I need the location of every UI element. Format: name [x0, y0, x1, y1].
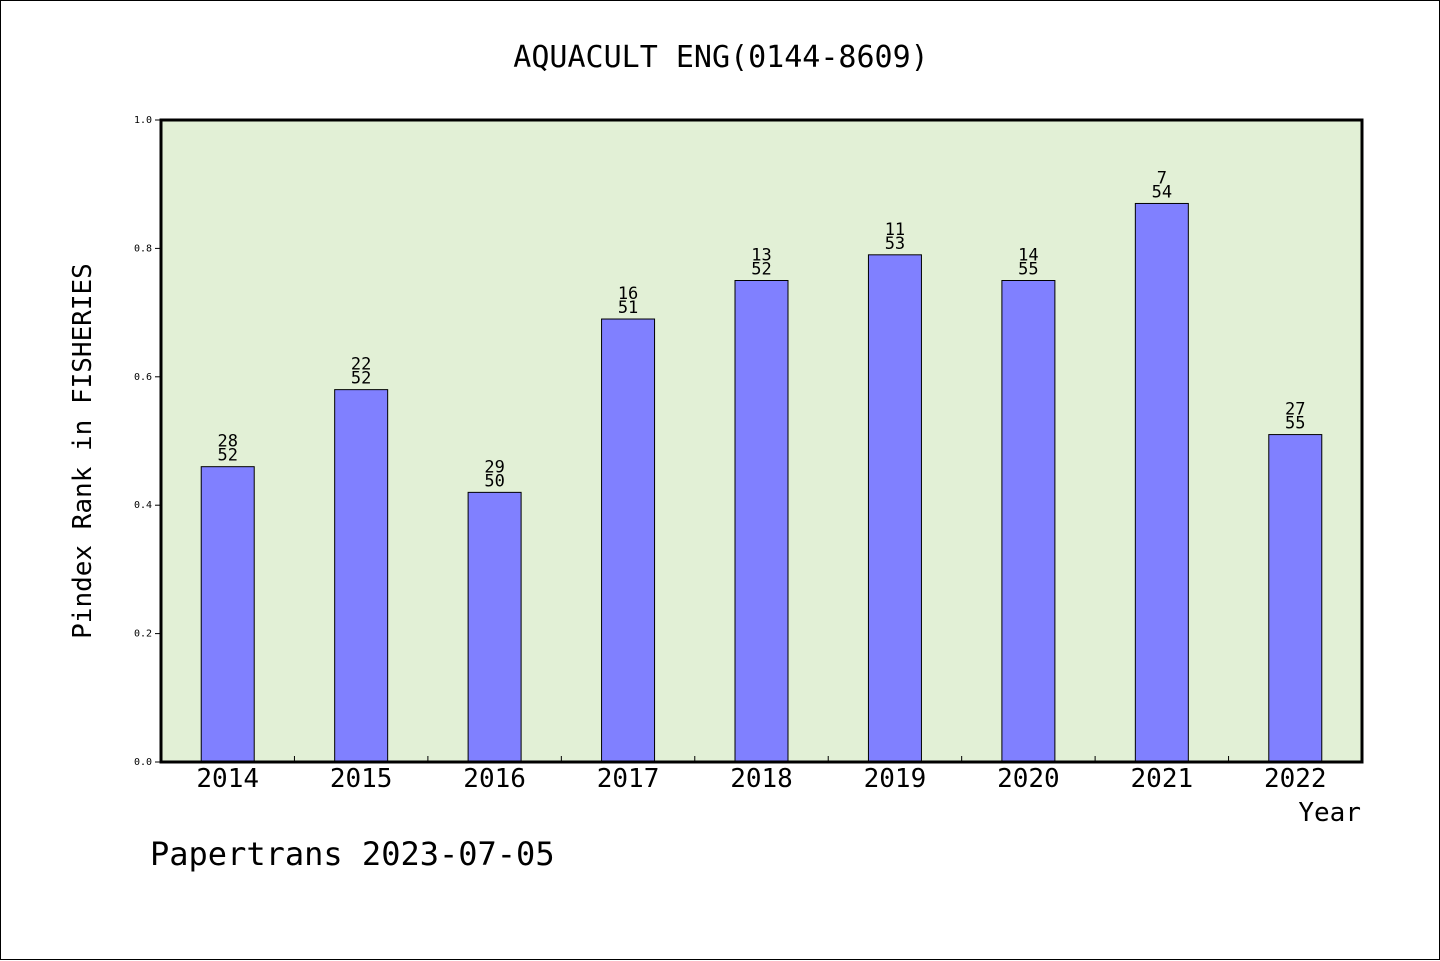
x-tick-label: 2014	[196, 764, 259, 794]
y-tick-label: 0.4	[134, 500, 152, 511]
bar-2015	[334, 389, 389, 763]
y-axis-ticks: 0.0 0.2 0.4 0.6 0.8 1.0	[134, 115, 161, 768]
x-tick-label: 2018	[730, 764, 793, 794]
y-tick-label: 0.6	[134, 372, 152, 383]
plot-border	[159, 118, 1364, 764]
y-tick-label: 0.2	[134, 629, 152, 640]
x-tick-label: 2016	[463, 764, 526, 794]
bar-rank-label: 27	[1285, 400, 1305, 420]
bar-total-label: 52	[351, 369, 371, 389]
x-tick-label: 2020	[997, 764, 1060, 794]
bar-total-label: 52	[751, 260, 771, 280]
x-axis-label: Year	[1298, 798, 1361, 828]
y-tick-label: 1.0	[134, 115, 152, 126]
bar-2017	[601, 318, 656, 763]
bar-rank-label: 29	[484, 457, 504, 477]
x-tick-label: 2015	[330, 764, 393, 794]
bar-rank-label: 13	[751, 246, 771, 266]
footer-credit: Papertrans 2023-07-05	[150, 835, 555, 873]
bar-rank-label: 22	[351, 355, 371, 375]
x-tick-label: 2019	[864, 764, 927, 794]
chart-title: AQUACULT ENG(0144-8609)	[513, 40, 928, 75]
bar-total-label: 50	[484, 471, 504, 491]
bar-rank-label: 14	[1018, 246, 1038, 266]
bar-2021	[1134, 202, 1189, 763]
y-tick-label: 0.8	[134, 243, 152, 254]
bar-rank-label: 7	[1157, 168, 1167, 188]
y-axis-label: Pindex Rank in FISHERIES	[68, 263, 98, 639]
bar-total-label: 53	[885, 234, 905, 254]
x-tick-label: 2021	[1131, 764, 1194, 794]
bar-rank-label: 11	[885, 220, 905, 240]
bar-total-label: 55	[1018, 260, 1038, 280]
bar-2014	[200, 466, 255, 763]
bars	[200, 202, 1323, 763]
bar-2022	[1268, 434, 1323, 763]
bar-2019	[867, 254, 922, 763]
bar-2018	[734, 280, 789, 763]
bar-2020	[1001, 280, 1056, 763]
bar-total-label: 54	[1152, 182, 1172, 202]
x-tick-label: 2022	[1264, 764, 1327, 794]
bar-total-label: 55	[1285, 414, 1305, 434]
bar-rank-label: 28	[217, 432, 237, 452]
bar-2016	[467, 491, 522, 763]
x-tick-label: 2017	[597, 764, 660, 794]
bar-rank-label: 16	[618, 284, 638, 304]
x-axis-ticks: 2014 2015 2016 2017 2018 2019 2020 2021 2022	[196, 756, 1327, 794]
bar-total-label: 51	[618, 298, 638, 318]
bar-total-label: 52	[217, 446, 237, 466]
y-tick-label: 0.0	[134, 757, 152, 768]
